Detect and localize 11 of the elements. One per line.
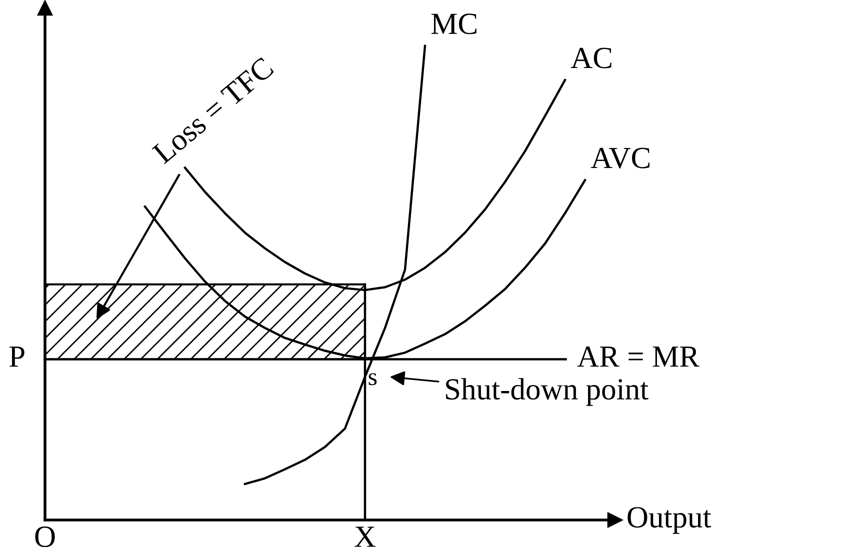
series-label: AC xyxy=(570,48,612,68)
band-label: Loss = TFC xyxy=(152,56,274,164)
x-axis-title: Output xyxy=(628,507,712,534)
x-tick-label: O xyxy=(35,526,55,548)
ref-line-label: AR = MR xyxy=(577,346,700,367)
annotation: s xyxy=(368,373,377,386)
series-label: MC xyxy=(431,14,476,34)
x-tick-label: X xyxy=(354,526,376,547)
annotation: Shut-down point xyxy=(446,378,648,406)
series-label: AVC xyxy=(590,148,650,168)
annotation: P xyxy=(9,346,24,367)
